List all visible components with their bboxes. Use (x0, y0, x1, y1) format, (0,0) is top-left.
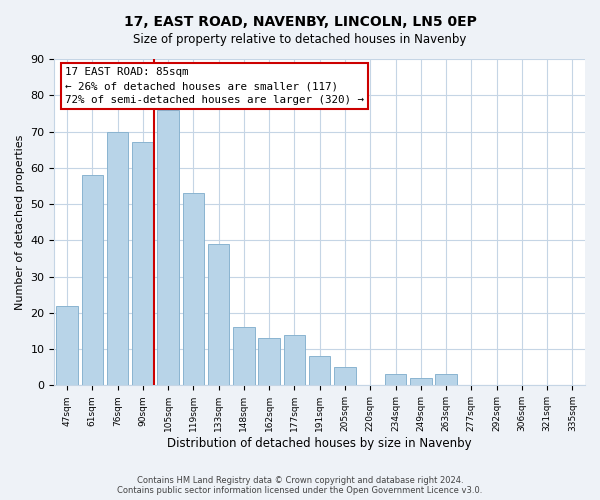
Y-axis label: Number of detached properties: Number of detached properties (15, 134, 25, 310)
Bar (410, 378, 431, 386)
Bar (385, 374, 406, 386)
X-axis label: Distribution of detached houses by size in Navenby: Distribution of detached houses by size … (167, 437, 472, 450)
Bar (309, 356, 331, 386)
Bar (182, 193, 204, 386)
Text: 17 EAST ROAD: 85sqm
← 26% of detached houses are smaller (117)
72% of semi-detac: 17 EAST ROAD: 85sqm ← 26% of detached ho… (65, 67, 364, 105)
Bar (157, 110, 179, 386)
Bar (132, 142, 154, 386)
Bar (334, 367, 356, 386)
Text: Size of property relative to detached houses in Navenby: Size of property relative to detached ho… (133, 32, 467, 46)
Bar (233, 328, 254, 386)
Bar (56, 306, 78, 386)
Text: Contains HM Land Registry data © Crown copyright and database right 2024.
Contai: Contains HM Land Registry data © Crown c… (118, 476, 482, 495)
Bar (107, 132, 128, 386)
Text: 17, EAST ROAD, NAVENBY, LINCOLN, LN5 0EP: 17, EAST ROAD, NAVENBY, LINCOLN, LN5 0EP (124, 15, 476, 29)
Bar (284, 334, 305, 386)
Bar (259, 338, 280, 386)
Bar (82, 175, 103, 386)
Bar (208, 244, 229, 386)
Bar (435, 374, 457, 386)
